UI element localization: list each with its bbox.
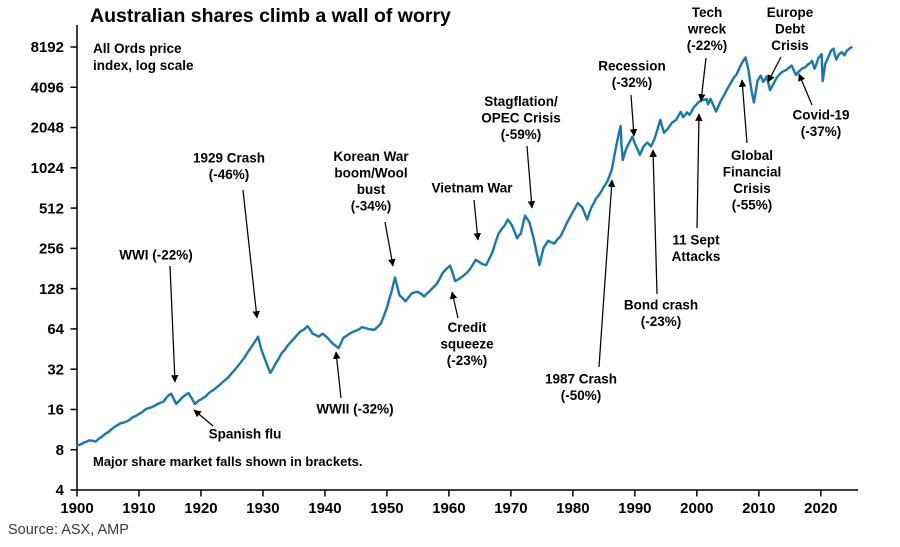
- y-tick-label: 1024: [31, 160, 65, 177]
- annotation-arrow-credit-squeeze: [449, 291, 459, 319]
- annotation-arrow-korean-war: [384, 221, 396, 267]
- annotation-crash-1929: 1929 Crash (-46%): [193, 150, 265, 182]
- annotation-recession: Recession (-32%): [598, 59, 666, 91]
- x-tick-label: 1900: [60, 500, 93, 517]
- y-tick-label: 256: [39, 241, 64, 258]
- axis-description: All Ords price index, log scale: [93, 41, 194, 73]
- x-tick-label: 1910: [122, 500, 155, 517]
- annotation-stagflation: Stagflation/OPEC Crisis (-59%): [481, 94, 561, 142]
- x-tick-label: 1940: [308, 500, 341, 517]
- chart-title: Australian shares climb a wall of worry: [90, 5, 451, 27]
- y-tick-label: 64: [47, 321, 64, 338]
- source-label: Source: ASX, AMP: [8, 522, 129, 538]
- annotation-arrow-spanish-flu: [193, 409, 214, 427]
- annotation-gfc: Global Financial Crisis (-55%): [723, 148, 782, 213]
- annotation-arrow-sept-11: [695, 113, 703, 229]
- annotation-europe-debt: Europe Debt Crisis: [767, 5, 814, 53]
- annotation-credit-squeeze: Credit squeeze (-23%): [440, 320, 494, 368]
- annotation-tech-wreck: Tech wreck (-22%): [687, 5, 728, 53]
- x-tick-label: 2020: [804, 500, 837, 517]
- y-tick-label: 4: [56, 482, 65, 499]
- x-tick-label: 1930: [246, 500, 279, 517]
- y-tick-label: 8192: [31, 39, 64, 56]
- annotation-crash-1987: 1987 Crash (-50%): [545, 371, 617, 403]
- annotation-arrow-wwi: [169, 265, 179, 383]
- x-tick-label: 2010: [742, 500, 775, 517]
- annotation-korean-war: Korean War boom/Wool bust (-34%): [333, 149, 409, 214]
- annotation-wwii: WWII (-32%): [316, 402, 393, 417]
- annotation-sept-11: 11 Sept Attacks: [672, 232, 721, 264]
- x-tick-label: 2000: [680, 500, 713, 517]
- annotation-arrow-tech-wreck: [698, 57, 707, 102]
- y-tick-label: 16: [47, 402, 64, 419]
- annotation-arrow-crash-1987: [598, 179, 616, 368]
- annotation-arrow-crash-1929: [242, 189, 260, 319]
- y-tick-label: 512: [39, 200, 64, 217]
- annotation-arrow-stagflation: [526, 145, 536, 209]
- annotation-arrow-wwii: [333, 351, 342, 399]
- x-tick-label: 1990: [618, 500, 651, 517]
- footnote: Major share market falls shown in bracke…: [93, 454, 363, 469]
- x-tick-label: 1950: [370, 500, 403, 517]
- y-tick-label: 2048: [31, 120, 64, 137]
- x-tick-label: 1960: [432, 500, 465, 517]
- annotation-arrow-bond-crash: [649, 149, 658, 295]
- annotation-arrow-europe-debt: [767, 56, 782, 83]
- y-tick-label: 128: [39, 281, 64, 298]
- annotation-arrow-gfc: [738, 79, 748, 144]
- x-tick-label: 1920: [184, 500, 217, 517]
- annotation-spanish-flu: Spanish flu: [209, 427, 282, 442]
- annotation-arrow-recession: [629, 94, 638, 137]
- all-ords-price-line: [75, 46, 853, 447]
- annotation-arrow-covid: [798, 73, 813, 106]
- x-tick-label: 1970: [494, 500, 527, 517]
- y-tick-label: 4096: [31, 79, 64, 96]
- y-tick-label: 32: [47, 361, 64, 378]
- annotation-wwi: WWI (-22%): [119, 248, 193, 263]
- annotation-vietnam-war: Vietnam War: [431, 181, 513, 196]
- annotation-arrow-vietnam-war: [473, 199, 482, 241]
- annotation-covid: Covid-19 (-37%): [792, 108, 849, 139]
- x-tick-label: 1980: [556, 500, 589, 517]
- annotation-bond-crash: Bond crash (-23%): [624, 297, 698, 329]
- y-tick-label: 8: [56, 442, 64, 459]
